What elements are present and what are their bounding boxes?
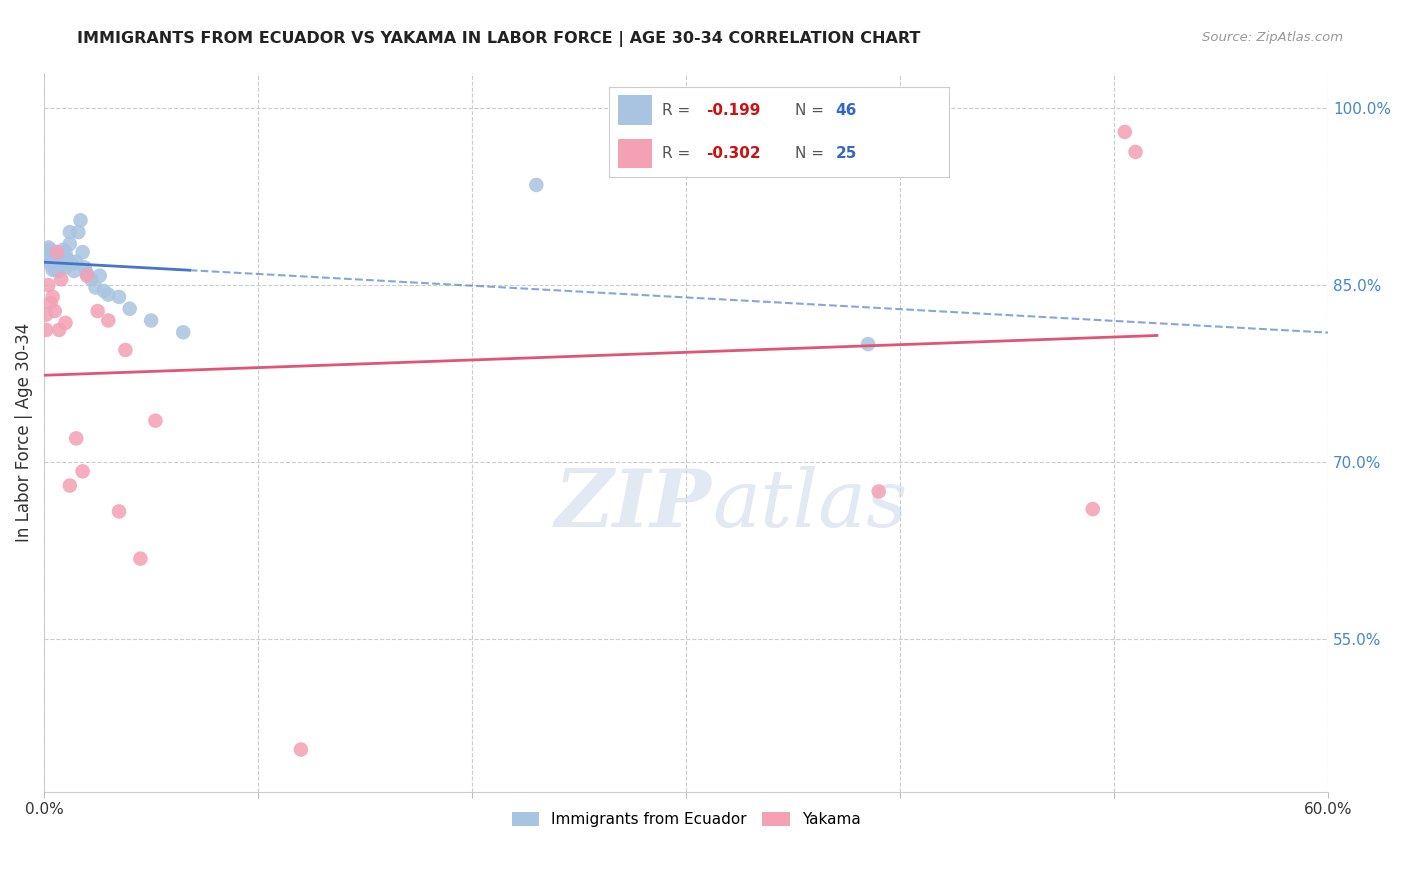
Point — [59, 236, 82, 251]
Point — [290, 742, 312, 756]
Point — [93, 284, 115, 298]
Point — [35, 323, 58, 337]
Point — [172, 326, 194, 340]
Point — [108, 504, 131, 518]
Point — [1125, 145, 1147, 159]
Point — [55, 245, 77, 260]
Point — [84, 280, 107, 294]
Point — [139, 313, 162, 327]
Point — [41, 262, 63, 277]
Point — [97, 313, 120, 327]
Text: ZIP: ZIP — [555, 466, 711, 543]
Point — [52, 243, 75, 257]
Point — [55, 316, 77, 330]
Point — [51, 257, 73, 271]
Point — [67, 225, 90, 239]
Point — [35, 245, 58, 260]
Point — [37, 254, 59, 268]
Point — [1081, 502, 1104, 516]
Point — [41, 290, 63, 304]
Point — [44, 304, 66, 318]
Point — [51, 247, 73, 261]
Point — [41, 247, 63, 261]
Y-axis label: In Labor Force | Age 30-34: In Labor Force | Age 30-34 — [15, 323, 32, 542]
Text: atlas: atlas — [711, 466, 907, 543]
Point — [118, 301, 141, 316]
Point — [1114, 125, 1136, 139]
Point — [46, 245, 69, 260]
Point — [59, 478, 82, 492]
Point — [114, 343, 136, 357]
Point — [129, 551, 152, 566]
Point — [868, 484, 890, 499]
Point — [37, 249, 59, 263]
Point — [52, 254, 75, 268]
Point — [48, 251, 70, 265]
Point — [46, 245, 69, 260]
Point — [72, 464, 94, 478]
Point — [524, 178, 547, 192]
Point — [76, 268, 98, 283]
Point — [39, 295, 62, 310]
Legend: Immigrants from Ecuador, Yakama: Immigrants from Ecuador, Yakama — [503, 805, 869, 835]
Point — [65, 431, 87, 445]
Point — [73, 260, 96, 275]
Point — [39, 257, 62, 271]
Point — [65, 254, 87, 268]
Point — [145, 414, 167, 428]
Point — [56, 252, 79, 267]
Point — [46, 260, 69, 275]
Point — [37, 240, 59, 254]
Point — [76, 266, 98, 280]
Point — [44, 261, 66, 276]
Point — [39, 251, 62, 265]
Text: Source: ZipAtlas.com: Source: ZipAtlas.com — [1202, 31, 1343, 45]
Point — [35, 249, 58, 263]
Point — [48, 264, 70, 278]
Point — [80, 272, 103, 286]
Point — [35, 308, 58, 322]
Point — [44, 249, 66, 263]
Point — [72, 245, 94, 260]
Point — [89, 268, 111, 283]
Point — [86, 304, 108, 318]
Point — [69, 213, 91, 227]
Point — [856, 337, 879, 351]
Point — [108, 290, 131, 304]
Point — [63, 264, 86, 278]
Point — [44, 254, 66, 268]
Point — [55, 260, 77, 275]
Point — [51, 272, 73, 286]
Point — [60, 257, 83, 271]
Text: IMMIGRANTS FROM ECUADOR VS YAKAMA IN LABOR FORCE | AGE 30-34 CORRELATION CHART: IMMIGRANTS FROM ECUADOR VS YAKAMA IN LAB… — [77, 31, 921, 47]
Point — [48, 323, 70, 337]
Point — [97, 287, 120, 301]
Point — [37, 278, 59, 293]
Point — [59, 225, 82, 239]
Point — [39, 243, 62, 257]
Point — [41, 254, 63, 268]
